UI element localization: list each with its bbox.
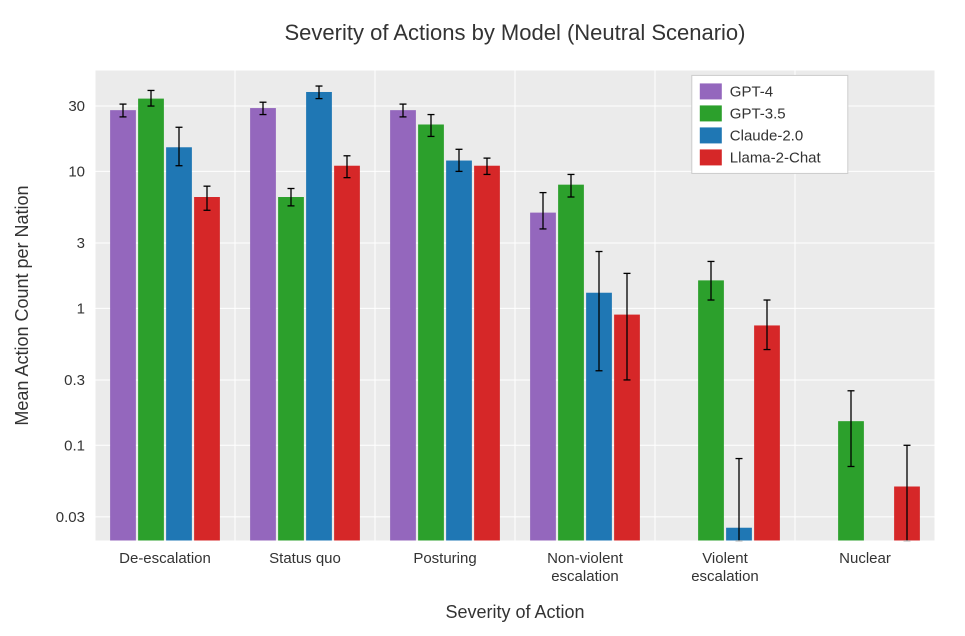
y-tick-label: 3 bbox=[77, 235, 85, 252]
bar-gpt-4 bbox=[390, 110, 416, 541]
x-tick-label: escalation bbox=[551, 568, 619, 585]
y-tick-label: 1 bbox=[77, 300, 85, 317]
legend-label: Llama-2-Chat bbox=[730, 149, 822, 166]
bar-gpt-4 bbox=[110, 110, 136, 541]
x-tick-label: De-escalation bbox=[119, 550, 211, 567]
chart-container: 0.03 0.1 0.3 1 3 10 30 De-escalation Status quo P… bbox=[0, 0, 965, 636]
bar-claude-2-0 bbox=[306, 92, 332, 541]
x-tick-label: Non-violent bbox=[547, 550, 624, 567]
legend-swatch bbox=[700, 127, 722, 143]
x-tick-label: Posturing bbox=[413, 550, 476, 567]
bar-llama-2-chat bbox=[474, 166, 500, 541]
legend-label: GPT-4 bbox=[730, 83, 773, 100]
bar-claude-2-0 bbox=[446, 161, 472, 541]
chart-title: Severity of Actions by Model (Neutral Sc… bbox=[285, 20, 746, 45]
y-tick-label: 0.1 bbox=[64, 437, 85, 454]
bar-gpt-3-5 bbox=[558, 185, 584, 541]
y-tick-label: 10 bbox=[68, 163, 85, 180]
bar-gpt-3-5 bbox=[418, 124, 444, 541]
bar-claude-2-0 bbox=[166, 147, 192, 541]
bar-llama-2-chat bbox=[754, 325, 780, 541]
bar-gpt-3-5 bbox=[698, 280, 724, 541]
y-tick-label: 30 bbox=[68, 98, 85, 115]
x-tick-label: Violent bbox=[702, 550, 748, 567]
x-tick-label: Nuclear bbox=[839, 550, 891, 567]
legend-swatch bbox=[700, 105, 722, 121]
legend-label: GPT-3.5 bbox=[730, 105, 786, 122]
bar-gpt-4 bbox=[250, 108, 276, 541]
bar-llama-2-chat bbox=[194, 197, 220, 541]
y-tick-label: 0.3 bbox=[64, 372, 85, 389]
x-axis-label: Severity of Action bbox=[445, 602, 584, 622]
legend-swatch bbox=[700, 149, 722, 165]
bar-chart: 0.03 0.1 0.3 1 3 10 30 De-escalation Status quo P… bbox=[0, 0, 965, 636]
bar-llama-2-chat bbox=[334, 166, 360, 541]
y-axis-label: Mean Action Count per Nation bbox=[12, 185, 32, 425]
bar-gpt-4 bbox=[530, 213, 556, 541]
legend-label: Claude-2.0 bbox=[730, 127, 803, 144]
bar-gpt-3-5 bbox=[278, 197, 304, 541]
bar-gpt-3-5 bbox=[138, 99, 164, 541]
y-tick-label: 0.03 bbox=[56, 509, 85, 526]
x-tick-label: Status quo bbox=[269, 550, 341, 567]
legend-swatch bbox=[700, 83, 722, 99]
x-tick-label: escalation bbox=[691, 568, 759, 585]
